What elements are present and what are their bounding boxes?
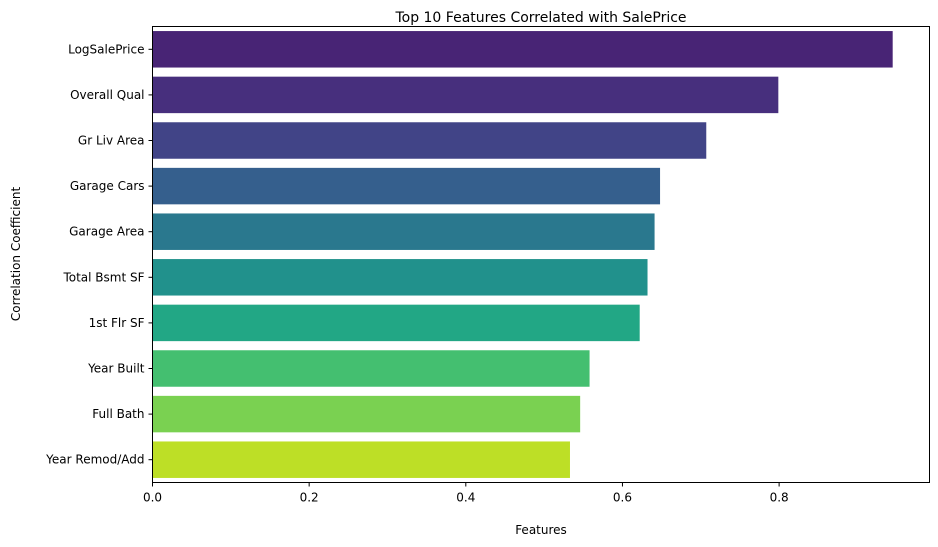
x-tick-label: 0.8 xyxy=(770,491,789,505)
bar xyxy=(152,350,590,387)
y-tick-label: Total Bsmt SF xyxy=(62,270,144,284)
y-tick-label: LogSalePrice xyxy=(68,42,144,56)
bar xyxy=(152,76,779,114)
chart-title: Top 10 Features Correlated with SalePric… xyxy=(394,10,686,26)
bar xyxy=(152,31,893,68)
y-tick-label: Year Remod/Add xyxy=(45,453,144,467)
bar xyxy=(152,441,570,478)
y-tick-labels: LogSalePrice Overall Qual Gr Liv Area Garag… xyxy=(45,42,153,467)
y-tick-label: Garage Area xyxy=(69,225,144,239)
x-axis-title: Features xyxy=(515,523,567,537)
x-tick-labels: 0.0 0.2 0.4 0.6 0.8 xyxy=(143,482,789,505)
x-tick-label: 0.6 xyxy=(613,491,632,505)
y-tick-label: 1st Flr SF xyxy=(89,316,145,330)
y-tick-label: Gr Liv Area xyxy=(78,134,145,148)
x-tick-label: 0.2 xyxy=(300,491,319,505)
x-tick-label: 0.0 xyxy=(143,491,162,505)
bar xyxy=(152,167,661,205)
bar xyxy=(152,122,707,159)
y-tick-label: Overall Qual xyxy=(70,88,144,102)
bars-group xyxy=(152,31,893,478)
y-tick-label: Year Built xyxy=(87,362,145,376)
x-tick-label: 0.4 xyxy=(456,491,475,505)
bar xyxy=(152,395,581,433)
y-tick-label: Full Bath xyxy=(92,407,144,421)
bar xyxy=(152,304,640,342)
plot-frame xyxy=(152,26,930,483)
bar xyxy=(152,259,648,296)
y-axis-title: Correlation Coefficient xyxy=(9,187,23,322)
bar xyxy=(152,213,655,250)
y-tick-label: Garage Cars xyxy=(70,179,145,193)
